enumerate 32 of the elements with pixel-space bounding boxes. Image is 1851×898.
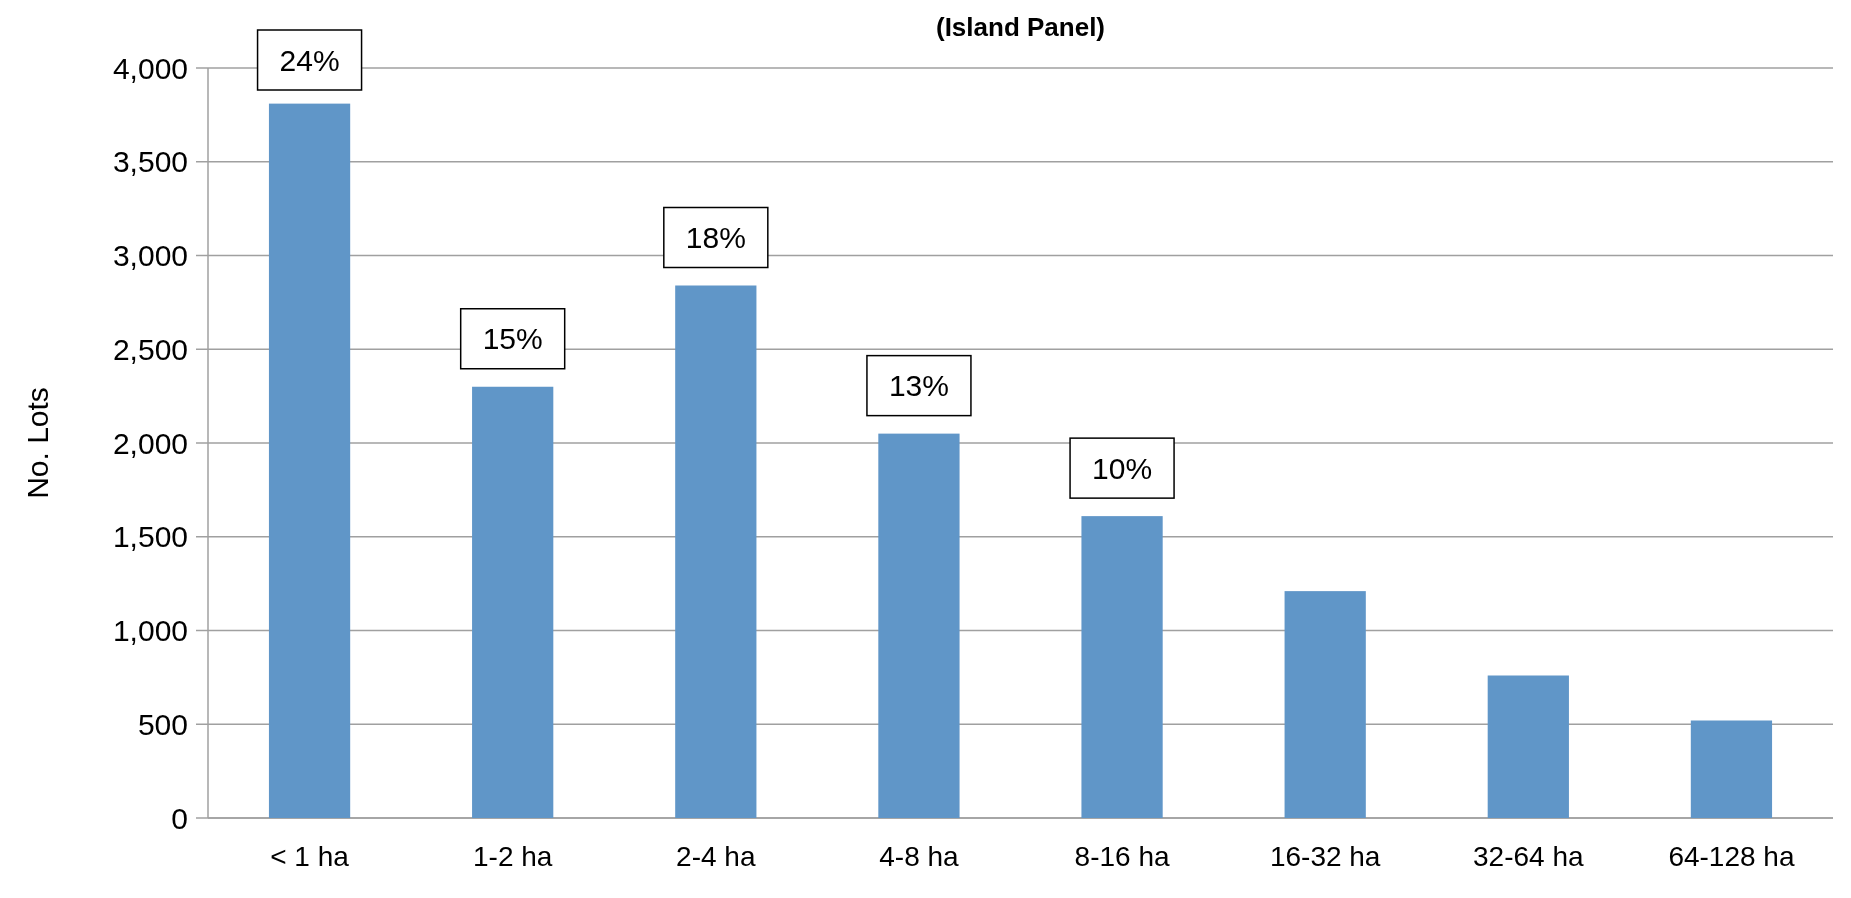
x-tick-label: < 1 ha <box>270 841 350 872</box>
y-tick-label: 4,000 <box>112 51 188 85</box>
annotation: 18% <box>685 221 746 254</box>
y-tick-label: 1,500 <box>112 520 188 554</box>
bar <box>472 386 554 818</box>
x-tick-label: 4-8 ha <box>879 841 960 872</box>
x-tick-label: 1-2 ha <box>472 841 553 872</box>
y-axis-title: No. Lots <box>21 387 54 499</box>
bar <box>1690 720 1773 818</box>
x-tick-label: 8-16 ha <box>1074 841 1170 872</box>
chart-title: (Island Panel) <box>935 12 1106 42</box>
annotation: 15% <box>482 322 543 356</box>
annotation: 10% <box>1092 451 1153 485</box>
bar <box>268 103 351 818</box>
y-tick-label: 0 <box>171 801 188 835</box>
bar <box>878 433 960 818</box>
bar <box>1081 516 1163 818</box>
y-tick-label: 3,500 <box>112 145 188 179</box>
annotation: 24% <box>279 43 340 77</box>
bar <box>1487 675 1569 818</box>
bar <box>1284 591 1366 818</box>
y-tick-label: 1,000 <box>112 614 188 647</box>
y-tick-label: 3,000 <box>112 239 188 272</box>
x-tick-label: 64-128 ha <box>1668 841 1795 872</box>
x-tick-label: 2-4 ha <box>676 841 756 872</box>
x-tick-label: 32-64 ha <box>1473 841 1584 872</box>
bar <box>675 285 757 818</box>
y-tick-label: 500 <box>137 707 188 741</box>
x-tick-label: 16-32 ha <box>1269 841 1381 872</box>
y-tick-label: 2,500 <box>112 332 188 366</box>
y-tick-label: 2,000 <box>112 426 188 460</box>
annotation: 13% <box>888 369 949 403</box>
